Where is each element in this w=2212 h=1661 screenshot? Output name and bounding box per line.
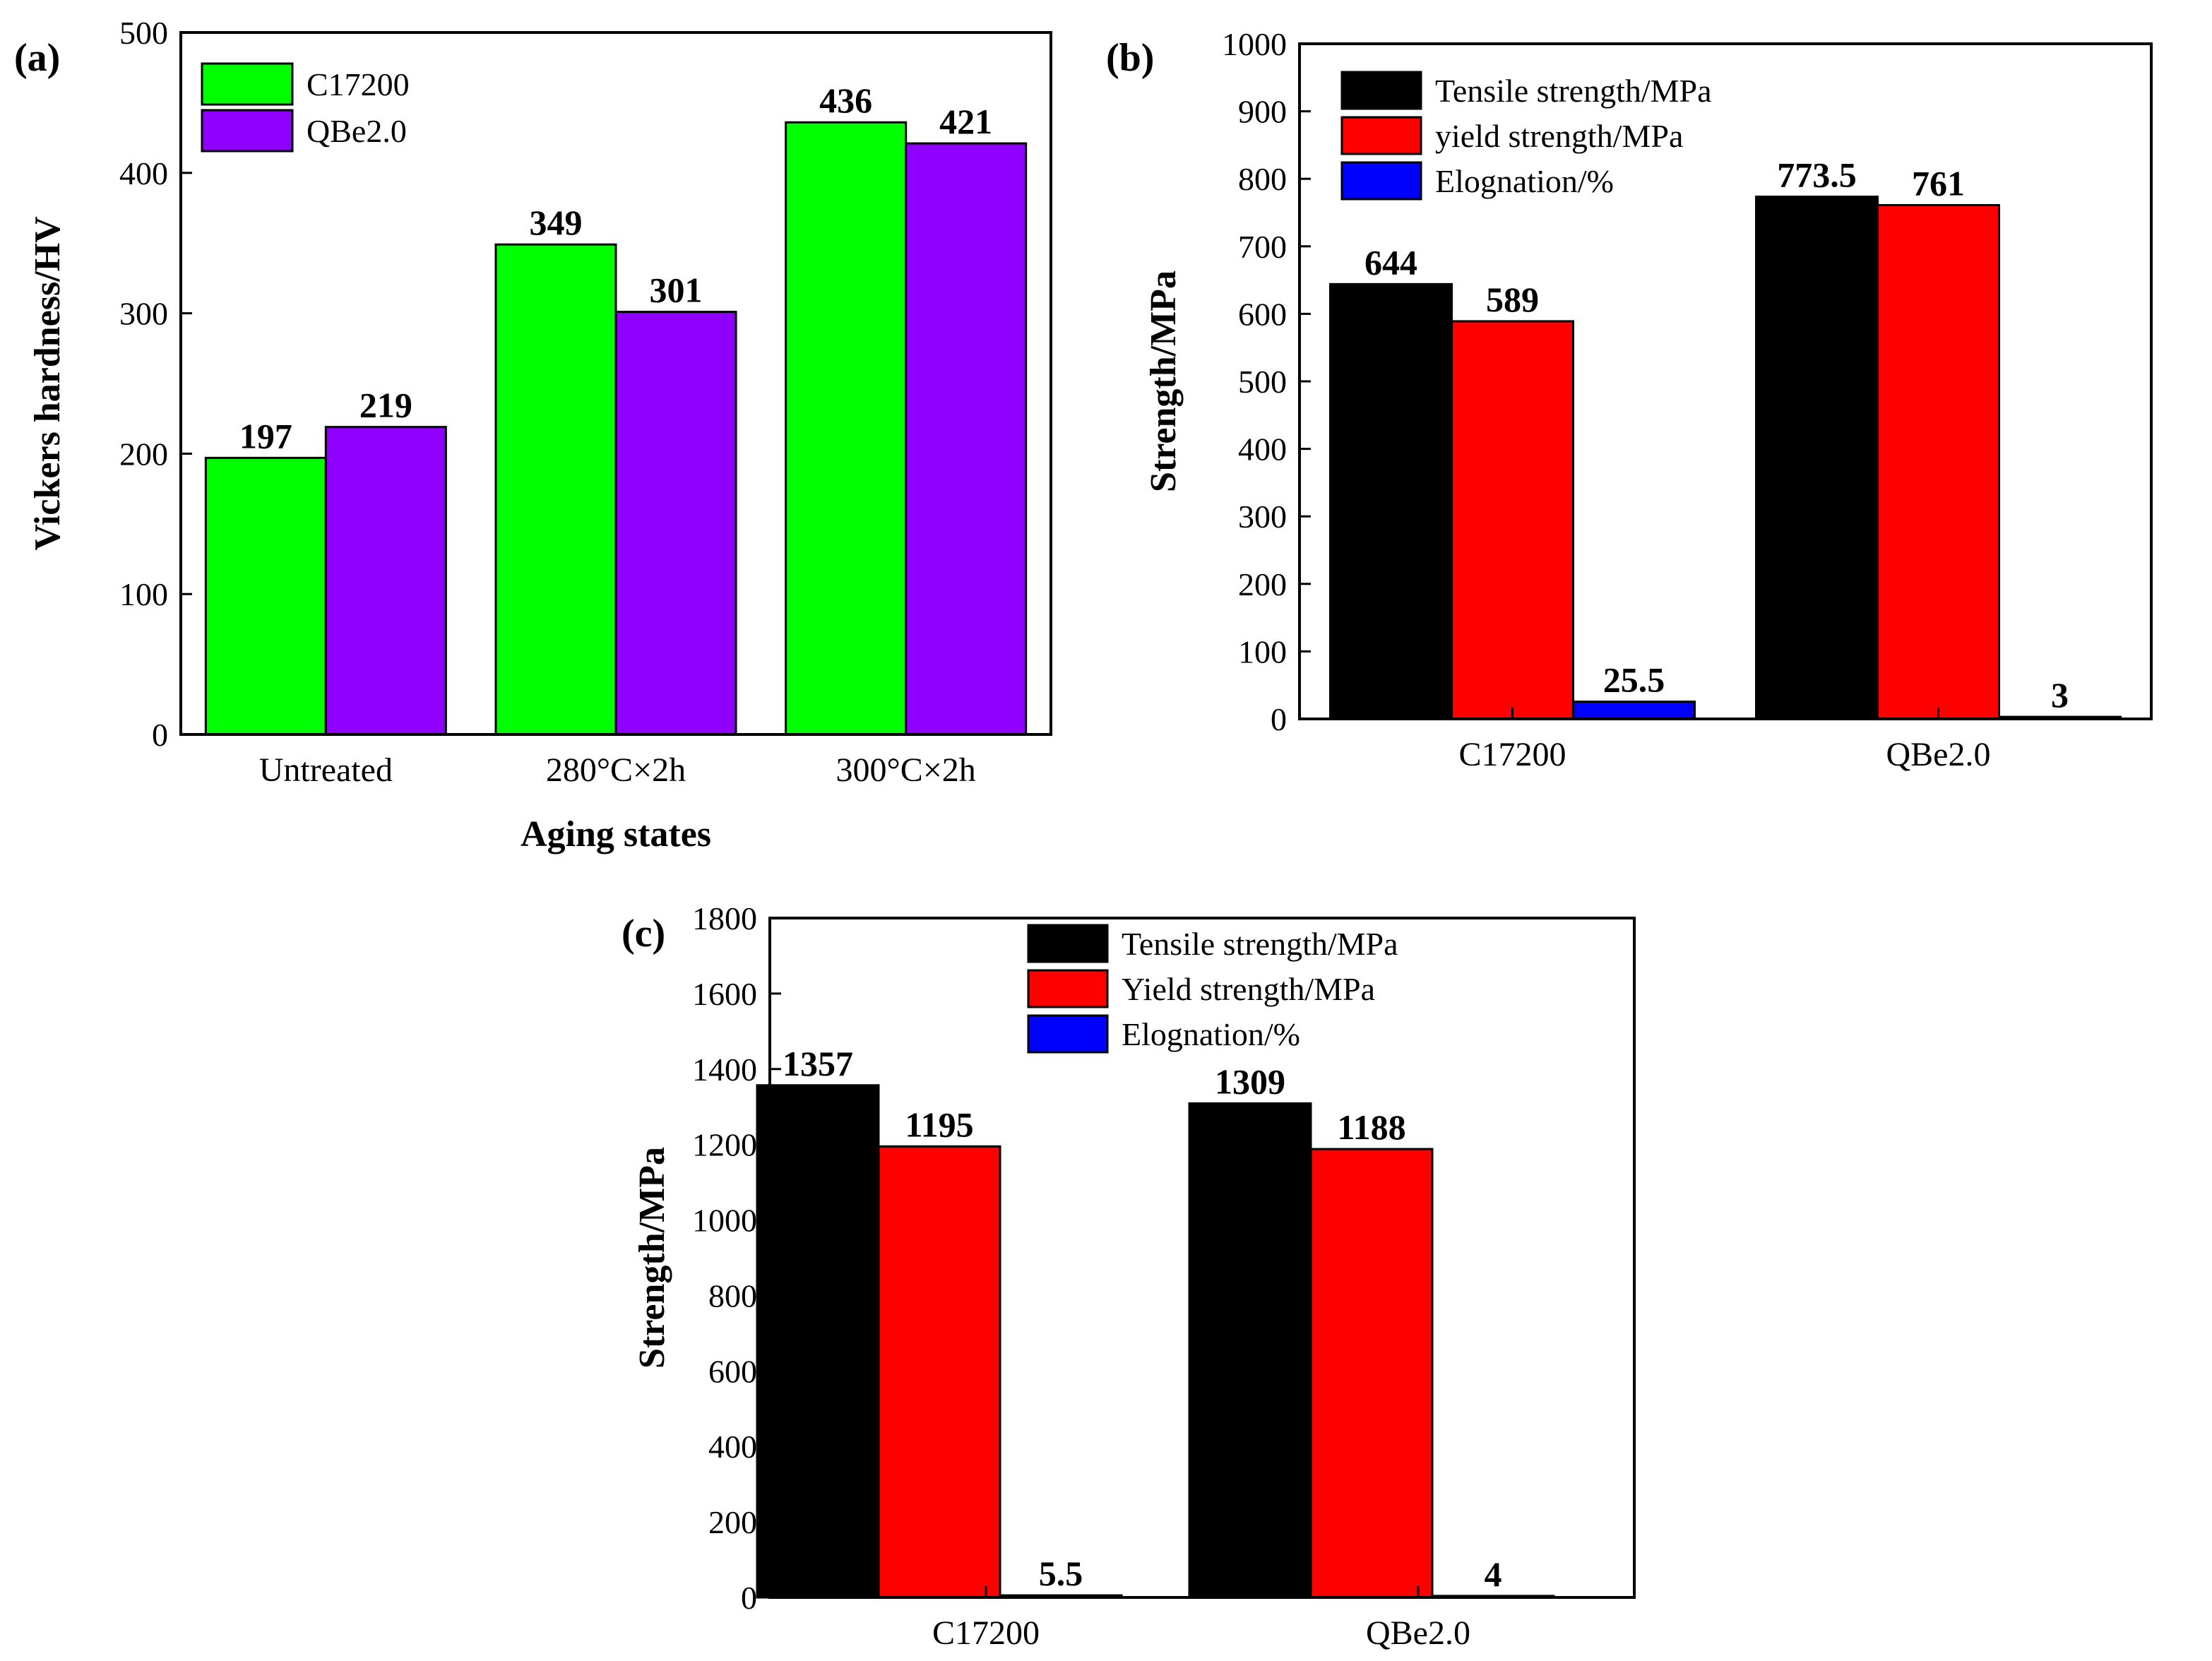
bar bbox=[1309, 1148, 1434, 1599]
bar bbox=[1572, 701, 1696, 720]
x-axis-title: Aging states bbox=[521, 814, 711, 855]
bar bbox=[1329, 282, 1453, 720]
y-tick-label: 100 bbox=[1238, 633, 1287, 669]
y-tick-label: 1000 bbox=[692, 1203, 757, 1239]
data-label: 1195 bbox=[905, 1105, 973, 1144]
legend-label: yield strength/MPa bbox=[1435, 118, 1683, 154]
x-tick-label: C17200 bbox=[932, 1614, 1040, 1652]
x-tick-label: QBe2.0 bbox=[1366, 1614, 1470, 1652]
y-axis-title: Strength/MPa bbox=[632, 1147, 672, 1369]
data-label: 773.5 bbox=[1777, 155, 1857, 195]
y-tick-label: 0 bbox=[1271, 701, 1287, 737]
bar bbox=[1877, 203, 2000, 720]
bar bbox=[785, 121, 908, 736]
data-label: 1188 bbox=[1337, 1107, 1405, 1147]
legend-label: Tensile strength/MPa bbox=[1435, 73, 1712, 109]
y-tick-label: 1200 bbox=[692, 1127, 757, 1163]
y-tick-label: 200 bbox=[119, 436, 168, 472]
y-tick-label: 800 bbox=[1238, 161, 1287, 197]
y-tick-label: 1800 bbox=[692, 900, 757, 936]
y-tick-label: 1400 bbox=[692, 1052, 757, 1088]
legend-label: Elognation/% bbox=[1122, 1016, 1300, 1052]
y-tick-label: 300 bbox=[119, 296, 168, 332]
y-tick-label: 0 bbox=[741, 1580, 757, 1616]
legend-swatch bbox=[1027, 924, 1109, 963]
bar bbox=[756, 1084, 880, 1599]
y-axis-title: Strength/MPa bbox=[1143, 270, 1184, 492]
y-tick-label: 200 bbox=[708, 1504, 757, 1540]
data-label: 5.5 bbox=[1039, 1554, 1083, 1593]
bar bbox=[1451, 320, 1574, 720]
chart-panel-a: 197 349 436 219 301 421 0 100 200 300 400 500 Untrea… bbox=[14, 15, 1052, 855]
plot-frame bbox=[768, 917, 1636, 1599]
bar bbox=[324, 426, 447, 736]
legend-label: Elognation/% bbox=[1435, 163, 1614, 199]
data-label: 301 bbox=[650, 270, 703, 310]
data-label: 219 bbox=[359, 386, 412, 425]
y-tick-label: 700 bbox=[1238, 229, 1287, 265]
legend: C17200 QBe2.0 bbox=[201, 62, 410, 153]
x-tick-label: 300°C×2h bbox=[836, 751, 976, 789]
data-label: 349 bbox=[530, 203, 583, 242]
y-tick-label: 900 bbox=[1238, 94, 1287, 130]
y-tick-label: 600 bbox=[708, 1353, 757, 1389]
bar bbox=[204, 456, 327, 736]
legend-swatch bbox=[1340, 116, 1422, 155]
x-tick-label: 280°C×2h bbox=[546, 751, 686, 789]
bar bbox=[494, 243, 617, 736]
chart-panel-c: 1357 1309 1195 1188 5.5 4 0 200 400 600 800 1000 120… bbox=[622, 900, 1636, 1652]
data-label: 1357 bbox=[783, 1044, 853, 1083]
legend-swatch bbox=[1027, 1014, 1109, 1054]
data-label: 197 bbox=[239, 416, 292, 456]
data-label: 4 bbox=[1485, 1554, 1502, 1594]
data-label: 644 bbox=[1364, 242, 1417, 282]
y-tick-label: 1000 bbox=[1222, 26, 1287, 62]
legend-label: Tensile strength/MPa bbox=[1122, 926, 1398, 962]
legend-swatch bbox=[1027, 969, 1109, 1008]
data-label: 421 bbox=[939, 102, 992, 141]
y-tick-label: 400 bbox=[119, 155, 168, 191]
y-tick-label: 500 bbox=[1238, 364, 1287, 400]
y-tick-label: 0 bbox=[152, 717, 168, 753]
y-tick-label: 500 bbox=[119, 15, 168, 51]
legend: Tensile strength/MPa yield strength/MPa El… bbox=[1340, 71, 1712, 201]
legend: Tensile strength/MPa Yield strength/MPa El… bbox=[1027, 924, 1398, 1054]
x-tick-label: QBe2.0 bbox=[1886, 736, 1991, 773]
panel-label: (a) bbox=[14, 36, 60, 80]
data-label: 1309 bbox=[1215, 1061, 1285, 1101]
y-tick-label: 400 bbox=[708, 1429, 757, 1465]
x-tick-label: C17200 bbox=[1458, 736, 1566, 773]
bar bbox=[614, 311, 737, 736]
y-tick-label: 200 bbox=[1238, 566, 1287, 602]
legend-swatch bbox=[201, 62, 294, 106]
data-label: 589 bbox=[1486, 280, 1539, 319]
legend-swatch bbox=[1340, 161, 1422, 201]
x-tick-label: Untreated bbox=[259, 751, 393, 789]
y-tick-label: 300 bbox=[1238, 499, 1287, 535]
y-tick-label: 800 bbox=[708, 1278, 757, 1314]
legend-label: Yield strength/MPa bbox=[1122, 971, 1375, 1007]
bar bbox=[905, 142, 1028, 736]
bar bbox=[1188, 1102, 1312, 1599]
panel-label: (c) bbox=[622, 912, 665, 955]
y-tick-label: 100 bbox=[119, 576, 168, 612]
y-tick-label: 600 bbox=[1238, 296, 1287, 332]
legend-swatch bbox=[1340, 71, 1422, 110]
bar bbox=[1755, 196, 1879, 720]
y-axis-title: Vickers hardness/HV bbox=[28, 216, 68, 550]
data-label: 761 bbox=[1912, 163, 1965, 203]
y-tick-label: 1600 bbox=[692, 976, 757, 1012]
bar bbox=[877, 1145, 1001, 1599]
legend-swatch bbox=[201, 109, 294, 153]
chart-panel-b: 644 773.5 589 761 25.5 3 0 100 200 300 400 500 600 70… bbox=[1106, 26, 2153, 773]
panel-label: (b) bbox=[1106, 36, 1154, 80]
legend-label: QBe2.0 bbox=[307, 113, 407, 149]
data-label: 25.5 bbox=[1603, 660, 1665, 700]
data-label: 436 bbox=[819, 81, 872, 120]
data-label: 3 bbox=[2051, 675, 2069, 715]
legend-label: C17200 bbox=[307, 66, 410, 102]
y-tick-label: 400 bbox=[1238, 431, 1287, 468]
